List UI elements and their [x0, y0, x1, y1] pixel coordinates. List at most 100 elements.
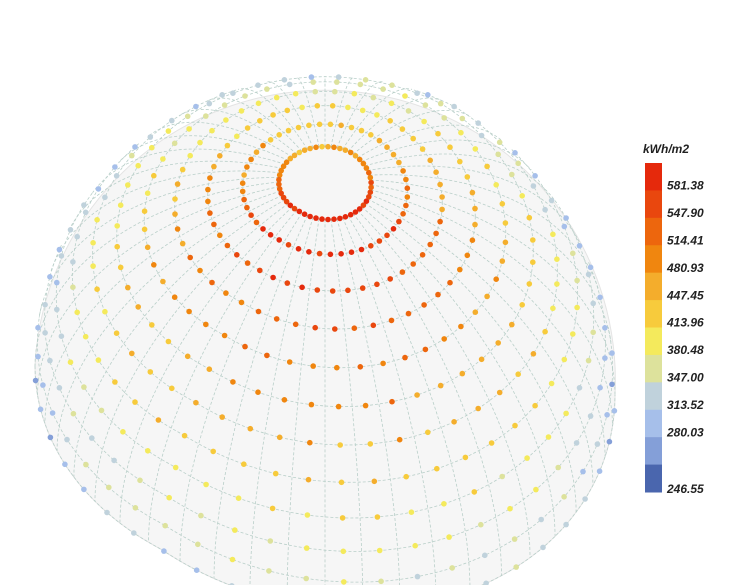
sample-point	[390, 226, 397, 232]
sample-point	[478, 132, 485, 139]
sample-point	[447, 144, 453, 150]
sample-point	[509, 171, 515, 178]
legend: kWh/m2 581.38 547.90 514.41 480.93 447.45 413…	[643, 142, 704, 496]
sample-point	[449, 565, 456, 571]
sample-point	[513, 564, 519, 570]
grid-ring	[55, 192, 595, 519]
sample-point	[181, 432, 188, 439]
grid-meridian	[370, 179, 612, 342]
sample-point	[241, 461, 247, 468]
sample-point	[396, 159, 402, 166]
sample-point	[499, 258, 506, 264]
sample-point	[471, 489, 478, 495]
sample-point	[113, 173, 120, 179]
sample-point	[174, 181, 181, 187]
sample-point	[95, 357, 102, 363]
grid-meridian	[37, 186, 280, 396]
sample-point	[457, 158, 463, 165]
grid-meridian	[361, 206, 556, 537]
sample-point	[125, 284, 131, 291]
sample-point	[120, 429, 126, 435]
sample-point	[347, 149, 354, 156]
grid-ring	[511, 148, 579, 295]
sample-point	[548, 380, 555, 387]
legend-swatch	[645, 300, 662, 328]
sample-point	[276, 181, 282, 188]
sample-point	[414, 392, 420, 398]
sample-point	[131, 530, 137, 536]
sample-point	[56, 385, 63, 391]
sample-point	[217, 232, 223, 239]
sample-point	[561, 356, 568, 363]
sample-point	[507, 505, 513, 512]
sample-point	[270, 112, 276, 118]
sample-point	[399, 269, 406, 275]
sample-point	[172, 211, 178, 217]
sample-point	[335, 74, 342, 80]
legend-label: 581.38	[667, 179, 704, 193]
sample-point	[267, 137, 274, 143]
sample-point	[286, 359, 293, 365]
sample-point	[171, 140, 178, 147]
sample-point	[147, 369, 154, 375]
sample-point	[540, 544, 546, 551]
sample-point	[81, 202, 87, 208]
sample-point	[203, 321, 209, 328]
sample-point	[210, 448, 216, 455]
sample-point	[198, 512, 204, 519]
sample-point	[195, 541, 201, 548]
sample-point	[205, 186, 211, 193]
grid-meridian	[347, 97, 442, 152]
grid-meridian	[34, 181, 279, 367]
sample-point	[292, 90, 299, 97]
sample-point	[82, 333, 89, 340]
sample-point	[458, 323, 464, 330]
sample-point	[149, 322, 155, 328]
legend-label: 413.96	[666, 316, 704, 330]
sample-point	[405, 310, 412, 317]
grid-meridian	[94, 203, 289, 502]
sample-point	[313, 215, 319, 221]
sample-point	[94, 286, 100, 293]
sample-point	[179, 166, 186, 173]
grid-meridian	[364, 153, 558, 205]
sample-point	[359, 285, 366, 291]
sample-point	[291, 205, 298, 212]
sample-point	[403, 473, 410, 480]
sample-point	[137, 477, 143, 484]
sample-point	[590, 329, 596, 336]
sample-point	[437, 100, 444, 107]
sample-point	[238, 108, 245, 114]
sample-point	[459, 115, 466, 122]
sample-point	[206, 366, 213, 373]
sample-point	[207, 210, 213, 216]
grid-meridian	[330, 219, 363, 585]
sample-point	[276, 176, 282, 183]
sample-point	[360, 160, 367, 167]
sample-point	[459, 370, 466, 377]
sample-point	[335, 403, 342, 410]
sample-point	[169, 385, 175, 392]
sample-point	[338, 251, 344, 257]
sample-point	[363, 165, 370, 171]
sample-point	[389, 398, 395, 405]
sample-point	[554, 256, 560, 263]
sample-point	[95, 186, 102, 192]
sample-point	[205, 198, 211, 205]
sample-point	[441, 501, 447, 507]
grid-meridian	[347, 215, 471, 585]
legend-label: 447.45	[666, 288, 704, 302]
sample-point	[47, 274, 53, 280]
sample-point	[576, 385, 583, 391]
sample-point	[197, 267, 203, 274]
grid-meridian	[336, 218, 401, 585]
sample-point	[132, 505, 139, 511]
legend-label: 514.41	[667, 233, 704, 247]
sample-point	[380, 360, 386, 367]
sample-point	[47, 434, 54, 441]
legend-swatch	[645, 354, 662, 383]
sample-point	[469, 237, 476, 243]
sample-point	[253, 149, 260, 155]
legend-label: 547.90	[667, 206, 704, 220]
grid-meridian	[213, 215, 308, 579]
